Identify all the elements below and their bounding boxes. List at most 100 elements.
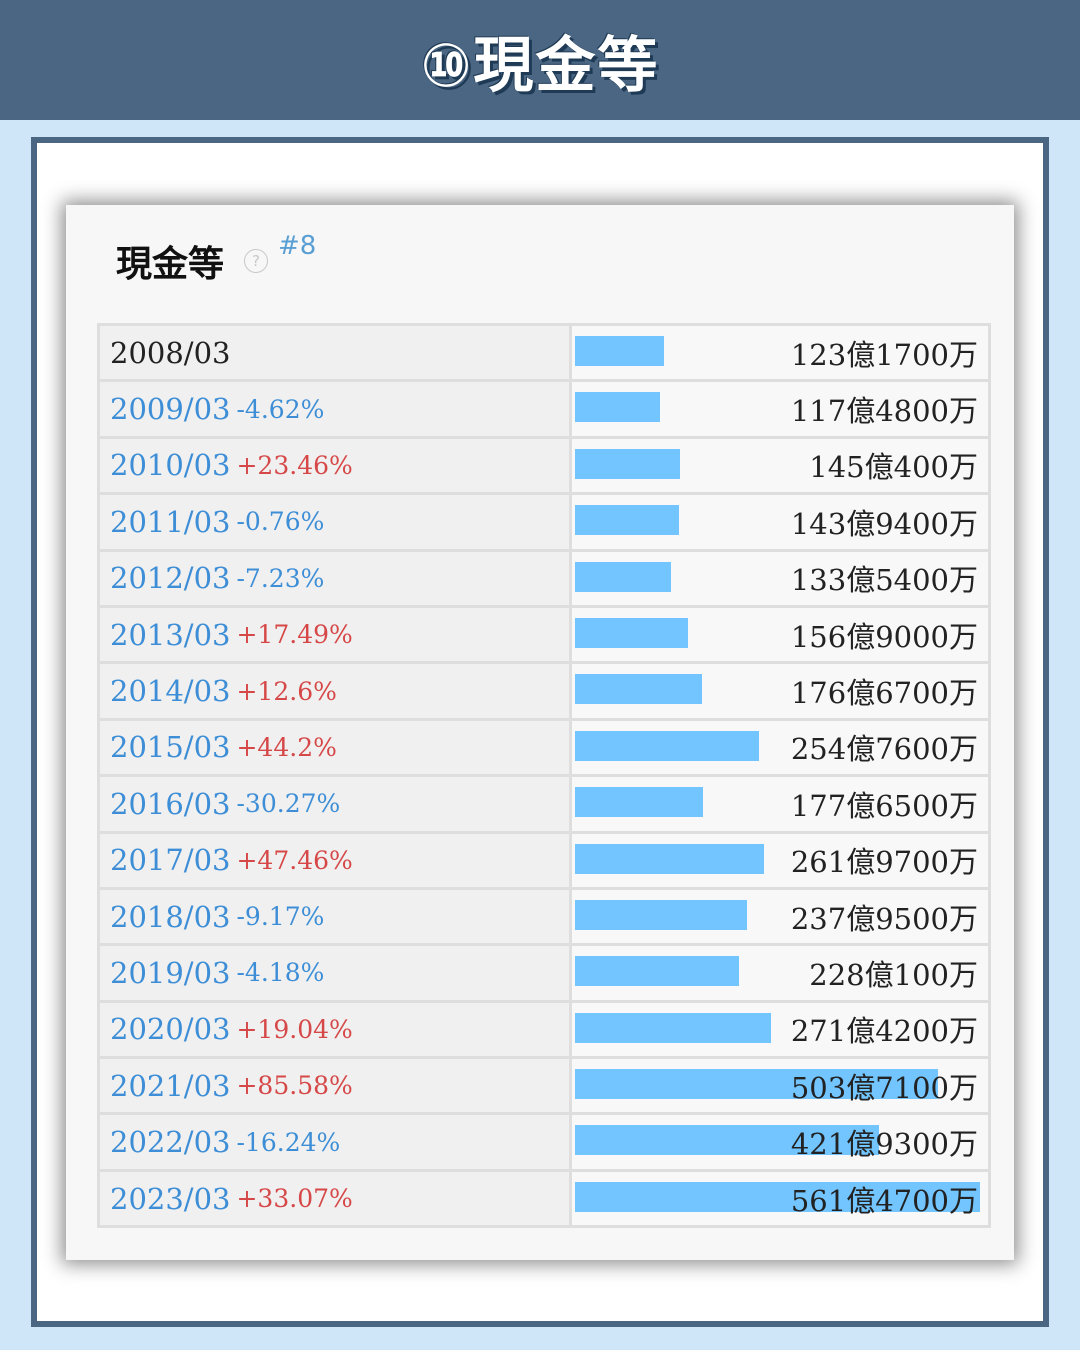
period-label[interactable]: 2009/03 xyxy=(110,392,231,427)
value-label: 117億4800万 xyxy=(790,394,978,429)
table-row: 2009/03 -4.62% 117億4800万 xyxy=(100,382,988,439)
change-percent: +23.46% xyxy=(236,450,353,480)
value-label: 261億9700万 xyxy=(790,845,978,880)
header-banner: ⑩現金等 xyxy=(0,0,1080,120)
period-label[interactable]: 2010/03 xyxy=(110,448,231,483)
value-bar xyxy=(575,956,740,987)
value-bar xyxy=(575,1181,980,1212)
table-row: 2019/03 -4.18% 228億100万 xyxy=(100,946,988,1003)
row-bar-cell: 503億7100万 xyxy=(572,1059,988,1113)
change-percent: -9.17% xyxy=(236,902,325,932)
period-label[interactable]: 2023/03 xyxy=(110,1181,231,1216)
value-label: 133億5400万 xyxy=(790,563,978,598)
row-bar-cell: 123億1700万 xyxy=(572,326,988,380)
value-bar xyxy=(575,392,660,423)
change-percent: -16.24% xyxy=(236,1127,341,1157)
table-row: 2020/03 +19.04% 271億4200万 xyxy=(100,1002,988,1060)
change-percent: -4.62% xyxy=(236,394,325,424)
period-label[interactable]: 2011/03 xyxy=(110,504,231,539)
period-label[interactable]: 2015/03 xyxy=(110,730,231,765)
rank-badge: #8 xyxy=(278,231,317,261)
period-label[interactable]: 2021/03 xyxy=(110,1068,231,1103)
value-bar xyxy=(575,448,680,479)
value-bar xyxy=(575,617,689,648)
cash-history-table: 2008/03 123億1700万 2009/03 -4.62% 117億4800万 20… xyxy=(97,323,991,1229)
value-label: 176億6700万 xyxy=(790,676,978,711)
value-label: 503億7100万 xyxy=(790,1070,978,1105)
period-label[interactable]: 2012/03 xyxy=(110,561,231,596)
table-row: 2012/03 -7.23% 133億5400万 xyxy=(100,551,988,608)
change-percent: +17.49% xyxy=(236,620,353,650)
value-label: 123億1700万 xyxy=(790,337,978,372)
banner-title: ⑩現金等 xyxy=(420,30,660,101)
row-label-cell: 2022/03 -16.24% xyxy=(100,1115,572,1169)
value-bar xyxy=(575,730,759,761)
table-row: 2013/03 +17.49% 156億9000万 xyxy=(100,607,988,665)
period-label[interactable]: 2017/03 xyxy=(110,843,231,878)
change-percent: +19.04% xyxy=(236,1014,353,1044)
metric-card: 現金等 ? #8 2008/03 123億1700万 2009/03 -4.62% 11… xyxy=(66,205,1014,1260)
row-label-cell: 2008/03 xyxy=(100,326,572,380)
card-title: 現金等 xyxy=(116,243,225,285)
value-label: 177億6500万 xyxy=(790,788,978,823)
row-bar-cell: 421億9300万 xyxy=(572,1115,988,1169)
value-bar xyxy=(575,1069,939,1100)
row-label-cell: 2010/03 +23.46% xyxy=(100,438,572,493)
row-bar-cell: 561億4700万 xyxy=(572,1171,988,1226)
row-label-cell: 2009/03 -4.62% xyxy=(100,382,572,436)
row-bar-cell: 143億9400万 xyxy=(572,495,988,549)
value-label: 228億100万 xyxy=(809,957,978,992)
value-label: 145億400万 xyxy=(809,450,978,485)
change-percent: +85.58% xyxy=(236,1071,353,1101)
period-label: 2008/03 xyxy=(110,335,231,370)
row-bar-cell: 237億9500万 xyxy=(572,889,988,944)
row-label-cell: 2013/03 +17.49% xyxy=(100,607,572,662)
value-label: 156億9000万 xyxy=(790,619,978,654)
period-label[interactable]: 2016/03 xyxy=(110,786,231,821)
row-bar-cell: 145億400万 xyxy=(572,438,988,493)
table-row: 2011/03 -0.76% 143億9400万 xyxy=(100,495,988,552)
period-label[interactable]: 2013/03 xyxy=(110,617,231,652)
table-row: 2015/03 +44.2% 254億7600万 xyxy=(100,720,988,778)
value-bar xyxy=(575,843,764,874)
row-label-cell: 2015/03 +44.2% xyxy=(100,720,572,775)
value-bar xyxy=(575,674,703,705)
change-percent: +12.6% xyxy=(236,676,337,706)
table-row: 2017/03 +47.46% 261億9700万 xyxy=(100,833,988,890)
table-row: 2008/03 123億1700万 xyxy=(100,326,988,383)
change-percent: -7.23% xyxy=(236,563,325,593)
period-label[interactable]: 2022/03 xyxy=(110,1125,231,1160)
row-bar-cell: 117億4800万 xyxy=(572,382,988,436)
row-label-cell: 2023/03 +33.07% xyxy=(100,1171,572,1226)
value-bar xyxy=(575,899,747,930)
value-bar xyxy=(575,561,672,592)
row-label-cell: 2011/03 -0.76% xyxy=(100,495,572,549)
row-bar-cell: 133億5400万 xyxy=(572,551,988,605)
help-icon[interactable]: ? xyxy=(244,249,269,273)
change-percent: +44.2% xyxy=(236,732,337,762)
value-bar xyxy=(575,787,704,818)
row-label-cell: 2012/03 -7.23% xyxy=(100,551,572,605)
change-percent: +33.07% xyxy=(236,1184,353,1214)
period-label[interactable]: 2018/03 xyxy=(110,899,231,934)
row-bar-cell: 177億6500万 xyxy=(572,777,988,831)
row-label-cell: 2014/03 +12.6% xyxy=(100,664,572,718)
table-row: 2023/03 +33.07% 561億4700万 xyxy=(100,1171,988,1229)
row-label-cell: 2017/03 +47.46% xyxy=(100,833,572,887)
value-bar xyxy=(575,505,679,536)
period-label[interactable]: 2014/03 xyxy=(110,674,231,709)
period-label[interactable]: 2020/03 xyxy=(110,1012,231,1047)
value-label: 271億4200万 xyxy=(790,1014,978,1049)
change-percent: -0.76% xyxy=(236,507,325,537)
table-row: 2016/03 -30.27% 177億6500万 xyxy=(100,777,988,834)
value-label: 237億9500万 xyxy=(790,901,978,936)
row-bar-cell: 271億4200万 xyxy=(572,1002,988,1057)
change-percent: -30.27% xyxy=(236,789,341,819)
period-label[interactable]: 2019/03 xyxy=(110,955,231,990)
row-bar-cell: 228億100万 xyxy=(572,946,988,1000)
row-bar-cell: 176億6700万 xyxy=(572,664,988,718)
row-label-cell: 2016/03 -30.27% xyxy=(100,777,572,831)
table-row: 2022/03 -16.24% 421億9300万 xyxy=(100,1115,988,1172)
value-bar xyxy=(575,1012,771,1043)
table-row: 2010/03 +23.46% 145億400万 xyxy=(100,438,988,496)
